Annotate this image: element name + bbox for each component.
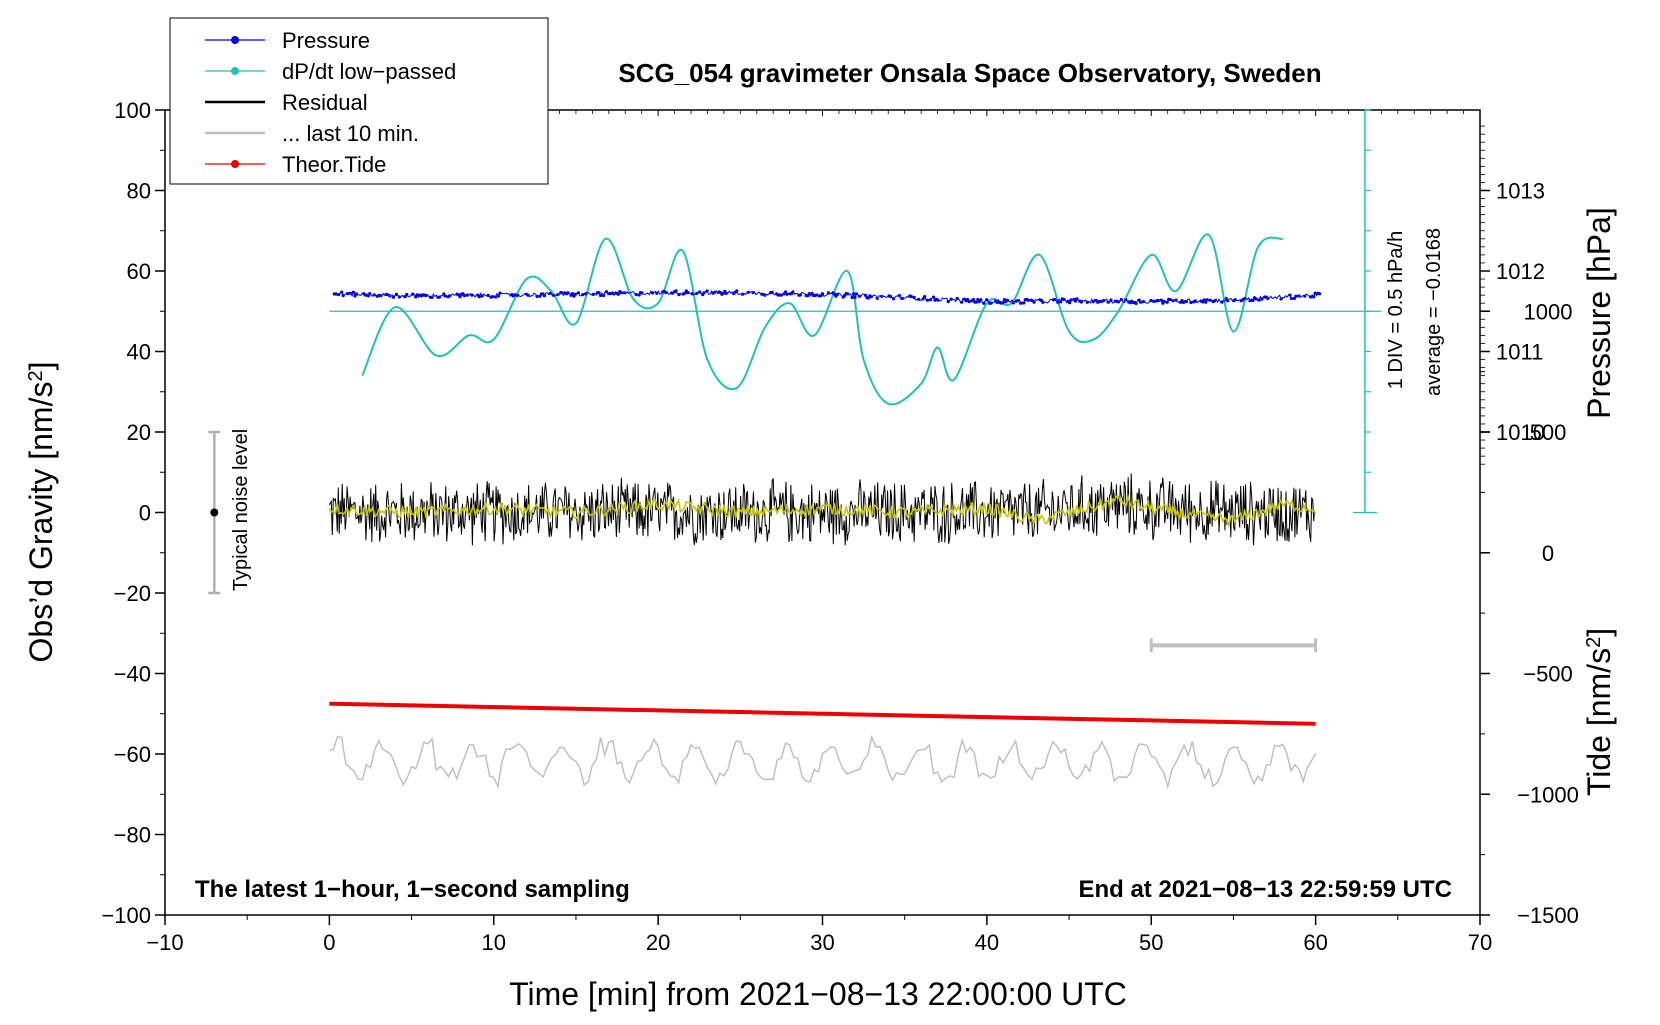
dpdt-line <box>361 233 1284 406</box>
pressure-tick-label: 1013 <box>1496 179 1545 204</box>
tide-tick-label: 0 <box>1542 541 1554 566</box>
tide-tick-label: −1000 <box>1517 782 1579 807</box>
tide-axis-ticks: −1500 −1000 −500 0 500 1000 <box>1480 299 1579 928</box>
y-axis-label-tide: Tide [nm/s2] <box>1581 628 1617 796</box>
pressure-tick-label: 1010 <box>1496 420 1545 445</box>
y-tick-label: 0 <box>139 501 151 526</box>
footer-right-text: End at 2021−08−13 22:59:59 UTC <box>1078 876 1452 903</box>
legend-swatch-dot <box>231 67 239 75</box>
x-tick-label: 40 <box>975 930 999 955</box>
dpdt-scale-label: 1 DIV = 0.5 hPa/h <box>1385 231 1407 389</box>
pressure-tick-label: 1011 <box>1496 340 1543 365</box>
residual-line <box>328 473 1316 546</box>
tide-tick-label: −1500 <box>1517 903 1579 928</box>
noise-level-bar <box>208 430 221 595</box>
x-tick-label: 30 <box>810 930 834 955</box>
y-tick-label: −60 <box>114 742 151 767</box>
last-10-min-line <box>329 734 1317 790</box>
x-axis-ticks: −10 0 10 20 30 40 50 60 70 <box>146 110 1492 955</box>
y-tick-label: 40 <box>127 340 151 365</box>
legend-label: Theor.Tide <box>282 152 386 177</box>
theor-tide-line <box>329 701 1316 726</box>
pressure-line <box>334 289 1320 305</box>
tide-tick-label: −500 <box>1523 662 1573 687</box>
x-tick-label: 60 <box>1303 930 1327 955</box>
y-axis-label-left: Obs’d Gravity [nm/s2] <box>23 362 59 663</box>
y-tick-label: −100 <box>101 903 151 928</box>
y-tick-label: 60 <box>127 259 151 284</box>
x-tick-label: 50 <box>1139 930 1163 955</box>
chart-title: SCG_054 gravimeter Onsala Space Observat… <box>618 58 1321 88</box>
y-tick-label: −40 <box>114 662 151 687</box>
x-tick-label: 10 <box>482 930 506 955</box>
y-tick-label: 20 <box>127 420 151 445</box>
noise-bar-center <box>210 508 219 517</box>
legend-label: ... last 10 min. <box>282 121 419 146</box>
residual-smoothed-line <box>328 494 1317 529</box>
y-tick-label: −20 <box>114 581 151 606</box>
legend-label: Pressure <box>282 28 370 53</box>
y-tick-label: 80 <box>127 179 151 204</box>
y-tick-label: −80 <box>114 823 151 848</box>
pressure-axis-ticks: 1010 1011 1012 1013 <box>1480 125 1545 465</box>
legend-item: Theor.Tide <box>205 152 386 177</box>
dpdt-average-label: average = −0.0168 <box>1423 228 1445 396</box>
noise-level-label: Typical noise level <box>230 429 252 591</box>
tide-tick-label: 500 <box>1530 420 1567 445</box>
legend-label: dP/dt low−passed <box>282 59 456 84</box>
series-layer <box>328 233 1322 790</box>
x-tick-label: −10 <box>146 930 183 955</box>
x-axis-label: Time [min] from 2021−08−13 22:00:00 UTC <box>509 976 1127 1012</box>
tide-tick-label: 1000 <box>1524 299 1573 324</box>
x-tick-label: 20 <box>646 930 670 955</box>
footer-left-text: The latest 1−hour, 1−second sampling <box>195 876 630 903</box>
y-axis-ticks: −100 −80 −60 −40 −20 0 20 40 60 80 100 <box>101 98 165 928</box>
legend-swatch-dot <box>231 36 239 44</box>
x-tick-label: 70 <box>1468 930 1492 955</box>
y-tick-label: 100 <box>114 98 151 123</box>
legend-item: Pressure <box>205 28 370 53</box>
legend-label: Residual <box>282 90 368 115</box>
legend-item: dP/dt low−passed <box>205 59 456 84</box>
legend: Pressure dP/dt low−passed Residual ... last… <box>169 17 549 185</box>
pressure-tick-label: 1012 <box>1496 259 1545 284</box>
legend-item: ... last 10 min. <box>205 121 419 146</box>
y-axis-label-pressure: Pressure [hPa] <box>1581 207 1617 419</box>
legend-swatch-dot <box>231 160 239 168</box>
x-tick-label: 0 <box>323 930 335 955</box>
legend-item: Residual <box>205 90 368 115</box>
